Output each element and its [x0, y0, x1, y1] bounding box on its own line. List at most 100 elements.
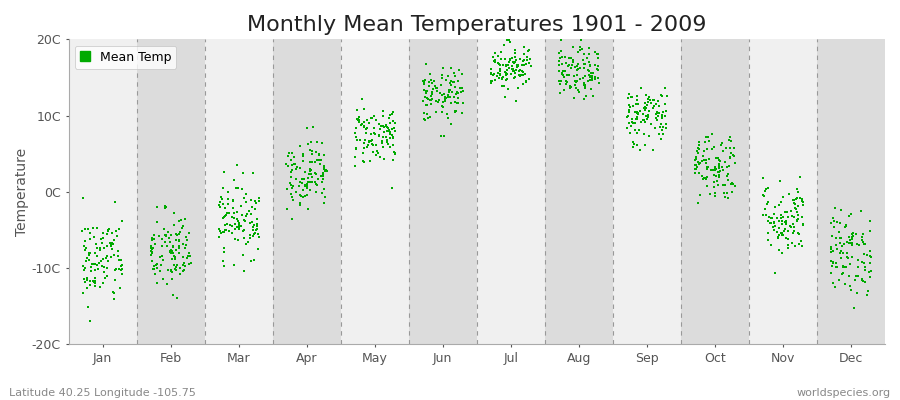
- Point: [238, 240, 253, 247]
- Point: [771, 235, 786, 242]
- Point: [789, 218, 804, 224]
- Point: [627, 140, 642, 147]
- Point: [841, 255, 855, 262]
- Point: [249, 200, 264, 206]
- Point: [377, 129, 392, 135]
- Point: [849, 231, 863, 237]
- Point: [174, 217, 188, 223]
- Point: [858, 264, 872, 271]
- Point: [850, 272, 865, 279]
- Point: [443, 86, 457, 93]
- Point: [243, 234, 257, 241]
- Point: [303, 179, 318, 185]
- Point: [303, 159, 318, 165]
- Point: [181, 253, 195, 259]
- Point: [369, 117, 383, 124]
- Point: [225, 230, 239, 236]
- Point: [176, 267, 191, 274]
- Point: [646, 146, 661, 153]
- Point: [446, 70, 461, 77]
- Point: [295, 152, 310, 159]
- Legend: Mean Temp: Mean Temp: [75, 46, 176, 68]
- Point: [295, 187, 310, 193]
- Point: [231, 218, 246, 224]
- Point: [692, 141, 706, 148]
- Point: [359, 126, 374, 133]
- Point: [76, 276, 91, 282]
- Point: [295, 151, 310, 158]
- Point: [305, 174, 320, 180]
- Point: [285, 194, 300, 201]
- Point: [429, 109, 444, 116]
- Point: [517, 58, 531, 64]
- Point: [94, 258, 108, 264]
- Point: [452, 67, 466, 74]
- Point: [578, 84, 592, 90]
- Point: [629, 116, 643, 122]
- Point: [515, 67, 529, 74]
- Point: [855, 276, 869, 283]
- Point: [720, 164, 734, 170]
- Point: [375, 108, 390, 114]
- Point: [581, 44, 596, 51]
- Point: [437, 96, 452, 102]
- Point: [570, 66, 584, 73]
- Point: [83, 236, 97, 242]
- Point: [716, 182, 731, 188]
- Point: [640, 115, 654, 122]
- Point: [835, 262, 850, 269]
- Point: [581, 67, 596, 73]
- Point: [168, 266, 183, 272]
- Point: [573, 65, 588, 72]
- Point: [109, 266, 123, 272]
- Point: [434, 132, 448, 139]
- Point: [289, 189, 303, 196]
- Point: [370, 148, 384, 154]
- Point: [625, 119, 639, 125]
- Point: [649, 101, 663, 107]
- Point: [692, 146, 706, 153]
- Point: [217, 244, 231, 251]
- Point: [832, 250, 847, 256]
- Point: [104, 243, 118, 250]
- Point: [795, 197, 809, 204]
- Point: [787, 197, 801, 204]
- Point: [308, 179, 322, 186]
- Point: [834, 271, 849, 277]
- Point: [218, 222, 232, 228]
- Point: [230, 216, 245, 223]
- Point: [658, 112, 672, 119]
- Point: [567, 95, 581, 101]
- Point: [250, 223, 265, 229]
- Point: [442, 88, 456, 94]
- Point: [213, 199, 228, 206]
- Point: [510, 85, 525, 91]
- Point: [365, 142, 380, 148]
- Point: [689, 154, 704, 161]
- Point: [782, 191, 796, 198]
- Point: [445, 89, 459, 95]
- Point: [693, 160, 707, 166]
- Point: [638, 107, 652, 113]
- Point: [289, 164, 303, 170]
- Point: [382, 129, 397, 135]
- Point: [248, 229, 263, 236]
- Point: [179, 242, 194, 248]
- Point: [301, 140, 315, 147]
- Point: [282, 162, 296, 169]
- Bar: [409, 39, 477, 344]
- Point: [508, 47, 522, 53]
- Point: [380, 139, 394, 146]
- Point: [863, 252, 878, 259]
- Point: [386, 134, 400, 140]
- Point: [627, 127, 642, 134]
- Point: [378, 123, 392, 130]
- Point: [302, 187, 317, 193]
- Point: [760, 218, 775, 224]
- Point: [213, 230, 228, 236]
- Point: [571, 61, 585, 67]
- Point: [300, 180, 314, 187]
- Point: [724, 138, 738, 144]
- Point: [712, 162, 726, 168]
- Point: [178, 234, 193, 240]
